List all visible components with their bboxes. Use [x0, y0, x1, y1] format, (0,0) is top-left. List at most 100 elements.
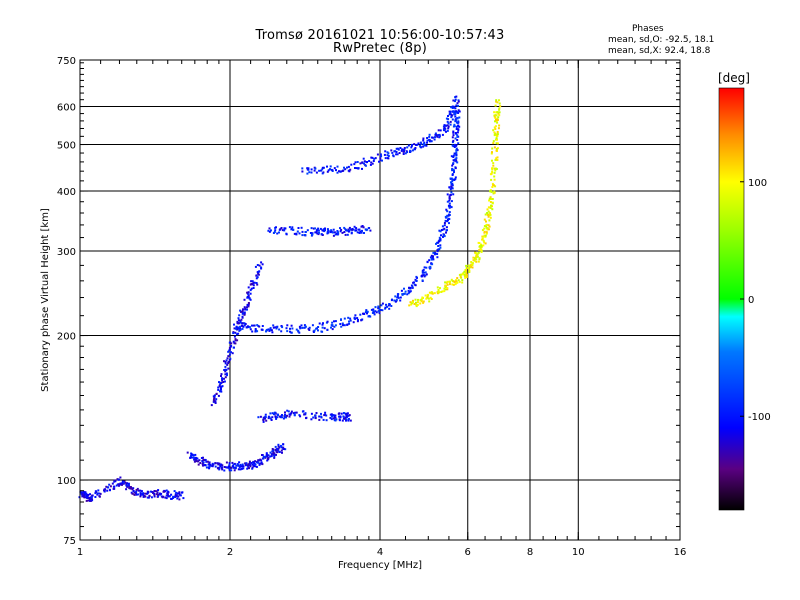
- data-point: [205, 466, 208, 469]
- data-point: [89, 493, 91, 496]
- data-point: [268, 416, 271, 419]
- data-point: [359, 313, 362, 316]
- data-point: [85, 499, 88, 502]
- data-point: [316, 232, 319, 235]
- data-point: [230, 469, 233, 472]
- data-point: [348, 226, 351, 229]
- data-point: [449, 280, 451, 283]
- data-point: [289, 327, 291, 330]
- data-point: [251, 283, 254, 286]
- data-point: [374, 310, 377, 313]
- data-point: [236, 463, 239, 466]
- data-point: [279, 416, 282, 419]
- data-point: [273, 411, 276, 414]
- data-point: [453, 146, 456, 148]
- data-point: [281, 451, 283, 454]
- data-point: [486, 227, 489, 230]
- data-point: [485, 231, 488, 234]
- data-point: [404, 152, 407, 155]
- data-point: [402, 150, 405, 153]
- data-point: [260, 261, 263, 264]
- data-point: [433, 138, 436, 141]
- data-point: [367, 227, 370, 229]
- data-point: [237, 317, 240, 320]
- data-point: [245, 326, 248, 329]
- data-point: [376, 153, 379, 156]
- data-point: [267, 229, 270, 232]
- data-point: [471, 263, 474, 266]
- data-point: [477, 241, 480, 244]
- data-point: [457, 109, 460, 112]
- data-point: [446, 193, 449, 196]
- data-point: [303, 324, 306, 327]
- data-point: [251, 324, 253, 327]
- data-point: [84, 491, 87, 494]
- data-point: [233, 335, 236, 338]
- data-point: [311, 324, 314, 327]
- data-point: [298, 414, 301, 417]
- data-point: [390, 305, 393, 307]
- data-point: [454, 115, 457, 118]
- data-point: [338, 415, 341, 418]
- data-point: [262, 419, 265, 421]
- data-point: [150, 496, 153, 499]
- data-point: [251, 467, 254, 470]
- data-point: [243, 306, 246, 309]
- data-point: [470, 261, 473, 263]
- data-point: [443, 290, 446, 293]
- data-point: [248, 462, 251, 465]
- data-point: [430, 258, 433, 261]
- data-point: [353, 225, 356, 228]
- data-point: [369, 229, 372, 232]
- data-point: [334, 419, 337, 422]
- data-point: [284, 448, 287, 451]
- data-point: [454, 178, 457, 181]
- data-point: [98, 492, 101, 495]
- data-point: [413, 303, 416, 305]
- data-point: [250, 462, 253, 464]
- data-point: [492, 129, 495, 132]
- data-point: [309, 232, 312, 234]
- data-point: [220, 385, 223, 388]
- data-point: [495, 99, 498, 102]
- data-point: [378, 308, 381, 310]
- data-point: [493, 111, 496, 114]
- data-point: [112, 487, 115, 490]
- data-point: [485, 220, 487, 223]
- data-point: [204, 459, 207, 461]
- data-point: [190, 454, 192, 457]
- data-point: [444, 288, 447, 291]
- data-point: [349, 419, 352, 422]
- data-point: [387, 304, 390, 307]
- data-point: [428, 135, 431, 138]
- data-point: [424, 274, 427, 277]
- data-point: [221, 468, 224, 471]
- data-point: [249, 298, 252, 301]
- data-point: [403, 287, 405, 290]
- data-point: [340, 228, 343, 231]
- data-point: [400, 289, 403, 292]
- data-point: [365, 229, 368, 232]
- data-point: [465, 274, 468, 276]
- data-point: [207, 463, 210, 466]
- data-point: [252, 287, 255, 289]
- data-point: [173, 495, 176, 498]
- data-point: [221, 377, 223, 380]
- data-point: [428, 300, 431, 303]
- data-point: [227, 360, 230, 363]
- data-point: [113, 479, 116, 482]
- data-point: [444, 215, 447, 218]
- data-point: [281, 446, 283, 449]
- data-point: [411, 286, 414, 289]
- data-point: [343, 412, 346, 415]
- data-point: [242, 467, 245, 470]
- data-point: [426, 139, 429, 142]
- data-point: [243, 298, 246, 301]
- data-point: [455, 280, 458, 283]
- data-point: [430, 140, 433, 143]
- data-point: [387, 155, 390, 157]
- data-point: [467, 264, 470, 267]
- data-point: [275, 417, 278, 420]
- data-point: [321, 323, 324, 326]
- data-point: [122, 481, 125, 484]
